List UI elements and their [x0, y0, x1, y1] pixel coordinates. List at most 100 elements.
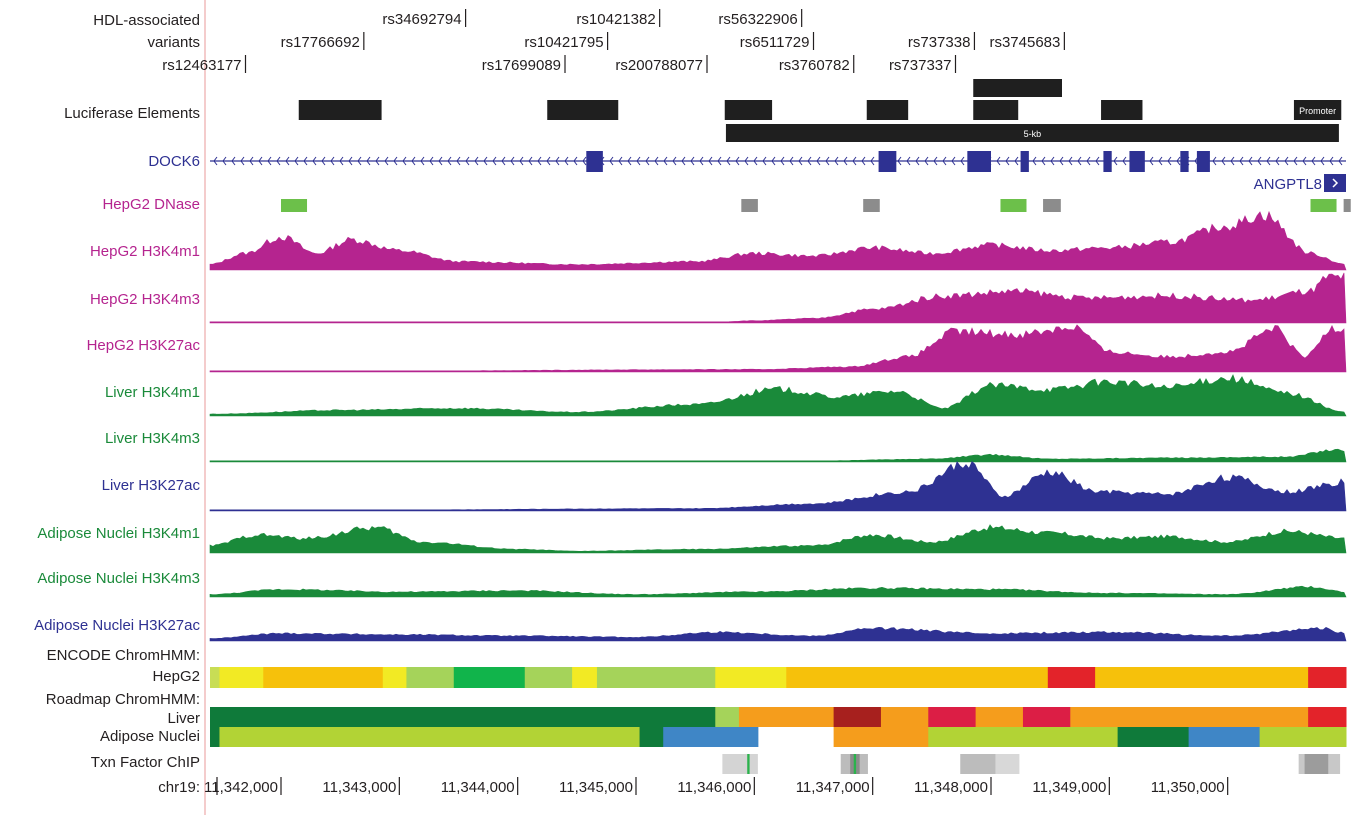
strand-arrow: [1122, 156, 1127, 166]
adipose-chromhmm-segment: [928, 727, 1119, 747]
luciferase-element: [973, 100, 1019, 120]
signal-liver_h3k27ac: [209, 460, 1347, 512]
variants-label-line1: HDL-associated: [93, 12, 200, 29]
strand-arrow: [1239, 156, 1244, 166]
hepg2-chromhmm-segment: [596, 667, 716, 688]
luciferase-element: [725, 124, 1339, 142]
dock6-exon: [1129, 151, 1145, 172]
strand-arrow: [1293, 156, 1298, 166]
signal-liver_h3k4m1: [209, 374, 1347, 417]
strand-arrow: [231, 156, 236, 166]
variant-label: rs12463177: [162, 57, 241, 74]
axis-tick-label: 11,346,000: [677, 779, 751, 796]
liver-chromhmm-segment: [833, 707, 882, 727]
liver-chromhmm-label: Liver: [167, 710, 200, 727]
strand-arrow: [492, 156, 497, 166]
signal-liver_h3k4m3: [209, 448, 1347, 463]
signal-hepg2_h3k4m3: [209, 272, 1347, 324]
strand-arrow: [267, 156, 272, 166]
dock6-exon: [1103, 151, 1112, 172]
dock6-exon: [967, 151, 991, 172]
variant-label: rs3745683: [989, 34, 1060, 51]
hepg2-chromhmm-segment: [1308, 667, 1347, 688]
hepg2-chromhmm-segment: [406, 667, 455, 688]
liver-chromhmm-segment: [975, 707, 1024, 727]
dnase-peak: [1043, 199, 1061, 212]
strand-arrow: [357, 156, 362, 166]
strand-arrow: [366, 156, 371, 166]
luciferase-element: [1101, 100, 1143, 120]
strand-arrow: [1221, 156, 1226, 166]
strand-arrow: [762, 156, 767, 166]
strand-arrow: [1014, 156, 1019, 166]
liver-chromhmm-segment: [715, 707, 740, 727]
track-label-hepg2_h3k27ac: HepG2 H3K27ac: [87, 337, 201, 354]
strand-arrow: [456, 156, 461, 166]
strand-arrow: [636, 156, 641, 166]
variant-label: rs17699089: [482, 57, 561, 74]
strand-arrow: [321, 156, 326, 166]
strand-arrow: [789, 156, 794, 166]
strand-arrow: [690, 156, 695, 166]
track-label-adipose_h3k27ac: Adipose Nuclei H3K27ac: [34, 617, 200, 634]
strand-arrow: [1095, 156, 1100, 166]
dock6-exon: [1180, 151, 1189, 172]
strand-arrow: [501, 156, 506, 166]
strand-arrow: [735, 156, 740, 166]
strand-arrow: [618, 156, 623, 166]
hepg2-chromhmm-segment: [453, 667, 526, 688]
strand-arrow: [564, 156, 569, 166]
signal-adipose_h3k27ac: [209, 626, 1347, 642]
adipose-chromhmm-segment: [210, 727, 220, 747]
strand-arrow: [933, 156, 938, 166]
strand-arrow: [1266, 156, 1271, 166]
strand-arrow: [780, 156, 785, 166]
strand-arrow: [699, 156, 704, 166]
txn-factor-block: [747, 754, 750, 774]
track-label-liver_h3k4m3: Liver H3K4m3: [105, 430, 200, 447]
strand-arrow: [816, 156, 821, 166]
strand-arrow: [708, 156, 713, 166]
strand-arrow: [582, 156, 587, 166]
strand-arrow: [897, 156, 902, 166]
adipose-chromhmm-segment: [1188, 727, 1261, 747]
adipose-chromhmm-segment: [1259, 727, 1347, 747]
txn-factor-block: [995, 754, 1020, 774]
dock6-exon: [878, 151, 897, 172]
strand-arrow: [483, 156, 488, 166]
strand-arrow: [1284, 156, 1289, 166]
txn-factor-block: [722, 754, 758, 774]
strand-arrow: [375, 156, 380, 166]
strand-arrow: [411, 156, 416, 166]
strand-arrow: [510, 156, 515, 166]
strand-arrow: [1032, 156, 1037, 166]
hepg2-chromhmm-segment: [382, 667, 407, 688]
strand-arrow: [429, 156, 434, 166]
adipose-chromhmm-label: Adipose Nuclei: [100, 728, 200, 745]
encode-chromhmm-label: ENCODE ChromHMM:: [47, 647, 200, 664]
liver-chromhmm-segment: [210, 707, 716, 727]
variant-label: rs56322906: [718, 11, 797, 28]
strand-arrow: [348, 156, 353, 166]
luciferase-label: Luciferase Elements: [64, 105, 200, 122]
strand-arrow: [1257, 156, 1262, 166]
variant-label: rs34692794: [382, 11, 461, 28]
fivekb-label: 5-kb: [1024, 129, 1042, 139]
chrom-label: chr19:: [158, 779, 200, 796]
liver-chromhmm-segment: [928, 707, 977, 727]
strand-arrow: [393, 156, 398, 166]
strand-arrow: [771, 156, 776, 166]
strand-arrow: [1005, 156, 1010, 166]
chevron-right-icon: [1332, 178, 1339, 188]
strand-arrow: [1176, 156, 1181, 166]
strand-arrow: [852, 156, 857, 166]
strand-arrow: [1248, 156, 1253, 166]
liver-chromhmm-segment: [738, 707, 835, 727]
strand-arrow: [1077, 156, 1082, 166]
strand-arrow: [1338, 156, 1343, 166]
strand-arrow: [753, 156, 758, 166]
promoter-label: Promoter: [1299, 106, 1336, 116]
strand-arrow: [681, 156, 686, 166]
strand-arrow: [276, 156, 281, 166]
strand-arrow: [1041, 156, 1046, 166]
